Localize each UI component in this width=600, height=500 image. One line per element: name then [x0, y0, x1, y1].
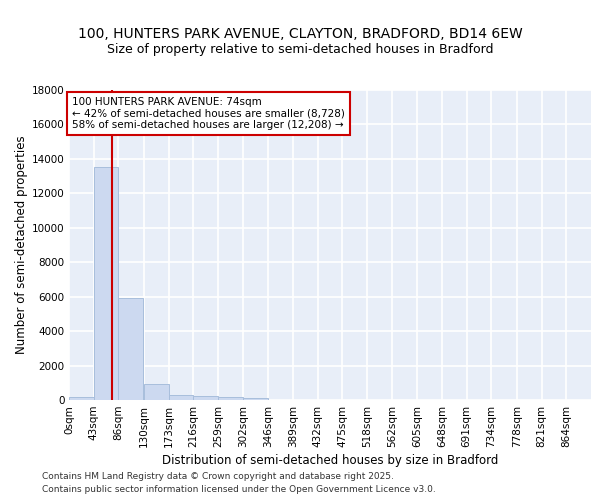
Bar: [218, 398, 243, 400]
Text: Size of property relative to semi-detached houses in Bradford: Size of property relative to semi-detach…: [107, 42, 493, 56]
Y-axis label: Number of semi-detached properties: Number of semi-detached properties: [15, 136, 28, 354]
Text: 100, HUNTERS PARK AVENUE, CLAYTON, BRADFORD, BD14 6EW: 100, HUNTERS PARK AVENUE, CLAYTON, BRADF…: [77, 28, 523, 42]
Bar: [69, 396, 94, 400]
Text: 100 HUNTERS PARK AVENUE: 74sqm
← 42% of semi-detached houses are smaller (8,728): 100 HUNTERS PARK AVENUE: 74sqm ← 42% of …: [72, 97, 345, 130]
Bar: [118, 298, 143, 400]
Bar: [94, 168, 118, 400]
X-axis label: Distribution of semi-detached houses by size in Bradford: Distribution of semi-detached houses by …: [162, 454, 498, 467]
Bar: [193, 396, 218, 400]
Bar: [169, 395, 193, 400]
Bar: [144, 384, 169, 400]
Text: Contains public sector information licensed under the Open Government Licence v3: Contains public sector information licen…: [42, 485, 436, 494]
Bar: [243, 398, 268, 400]
Text: Contains HM Land Registry data © Crown copyright and database right 2025.: Contains HM Land Registry data © Crown c…: [42, 472, 394, 481]
